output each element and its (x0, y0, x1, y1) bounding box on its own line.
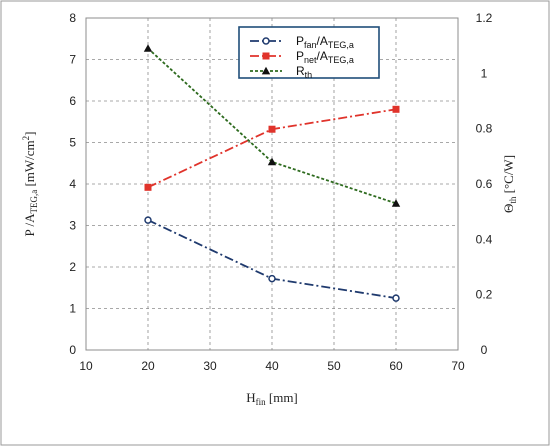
y-left-tick-label: 4 (69, 177, 76, 191)
x-tick-label: 70 (451, 359, 465, 373)
y-right-tick-label: 0.4 (476, 232, 493, 246)
y-left-tick-label: 8 (69, 11, 76, 25)
data-point (267, 157, 277, 166)
data-point (144, 216, 152, 224)
legend-box (238, 26, 380, 79)
x-tick-label: 20 (141, 359, 155, 373)
y-axis-left-label: P /ATEG,a [mW/cm2] (21, 131, 39, 236)
x-tick-label: 10 (79, 359, 93, 373)
series-line-3 (147, 47, 397, 205)
data-point (143, 44, 153, 52)
x-tick-label: 50 (327, 359, 341, 373)
data-point (268, 274, 276, 283)
y-right-tick-label: 0.2 (476, 288, 493, 302)
y-right-tick-label: 1 (481, 66, 488, 80)
y-left-tick-label: 3 (69, 219, 76, 233)
y-right-tick-label: 1.2 (476, 11, 493, 25)
y-left-tick-label: 0 (69, 343, 76, 357)
x-tick-label: 40 (265, 359, 279, 373)
y-left-tick-label: 7 (69, 53, 76, 67)
legend-entry: Pnet/ATEG,a (296, 49, 354, 65)
y-right-tick-label: 0.6 (476, 177, 493, 191)
x-axis-label: Hfin [mm] (246, 390, 298, 407)
data-point (268, 125, 276, 133)
y-right-tick-label: 0.8 (476, 122, 493, 136)
data-point (144, 183, 152, 191)
data-point (392, 105, 400, 113)
y-axis-right-label: Θth [°C/W] (501, 155, 518, 213)
tick-labels: 10 20 30 40 50 60 70 0 1 2 3 4 5 6 7 8 0 0.2 0.4 0.6 0.8 1 1.2 (69, 11, 492, 373)
x-tick-label: 30 (203, 359, 217, 373)
y-left-tick-label: 5 (69, 136, 76, 150)
y-left-tick-label: 6 (69, 94, 76, 108)
legend-marker (262, 37, 270, 45)
y-left-tick-label: 2 (69, 260, 76, 274)
legend-entry: Pfan/ATEG,a (296, 34, 354, 50)
data-point (392, 294, 400, 302)
legend-marker (261, 66, 271, 75)
series-layer (143, 44, 401, 302)
legend-marker (262, 52, 270, 60)
y-right-tick-label: 0 (481, 343, 488, 357)
x-tick-label: 60 (389, 359, 403, 373)
y-left-tick-label: 1 (69, 302, 76, 316)
data-point (391, 199, 401, 207)
legend-entry: Rth (296, 64, 312, 80)
